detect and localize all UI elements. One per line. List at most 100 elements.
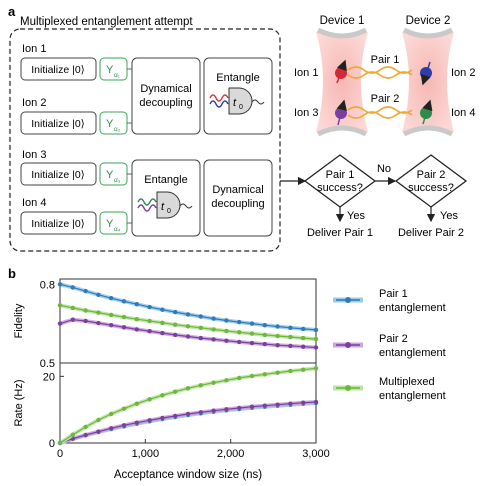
dd-box-bottom (203, 159, 273, 237)
rate-ylabel: Rate (Hz) (13, 379, 25, 426)
fidelity-point-multiplexed-entanglement (313, 336, 319, 342)
rate-point-pair-2-entanglement (237, 405, 242, 411)
fidelity-point-pair-1-entanglement (211, 316, 216, 321)
no-label: No (377, 163, 391, 175)
rate-point-pair-2-entanglement (224, 407, 229, 412)
fidelity-point-pair-1-entanglement (134, 302, 139, 307)
fidelity-point-pair-2-entanglement (121, 325, 127, 330)
fidelity-point-pair-2-entanglement (249, 340, 255, 346)
decision-2-line2: success? (408, 182, 454, 194)
rate-point-multiplexed-entanglement (147, 397, 152, 402)
decision-1-line1: Pair 1 (326, 169, 355, 181)
deliver-pair-1: Deliver Pair 1 (307, 227, 373, 239)
entangle-bottom-label: Entangle (144, 174, 187, 186)
rate-point-multiplexed-entanglement (70, 432, 76, 437)
rate-point-pair-2-entanglement (109, 426, 114, 431)
fidelity-point-pair-2-entanglement (224, 338, 229, 343)
rate-plot: Rate (Hz) 20 00 1,000 2,000 3,000 (13, 362, 330, 460)
fidelity-point-pair-1-entanglement (70, 285, 76, 290)
legend-multiplexed: Multiplexed entanglement (333, 376, 446, 402)
dd-bottom-line1: Dynamical (212, 184, 263, 196)
dd-top-line1: Dynamical (140, 83, 191, 95)
fidelity-point-multiplexed-entanglement (275, 333, 280, 339)
photon-detector-icon (137, 191, 193, 219)
rate-point-multiplexed-entanglement (185, 386, 191, 391)
rate-point-pair-2-entanglement (211, 408, 216, 413)
ion-1-spin (335, 59, 347, 84)
dd-box-top (131, 57, 201, 135)
ion-4-spin (420, 99, 433, 125)
y-gate-label: Y (106, 118, 114, 130)
rate-point-multiplexed-entanglement (109, 411, 114, 417)
rate-point-pair-2-entanglement (198, 410, 203, 415)
rate-point-pair-2-entanglement (83, 432, 88, 438)
fidelity-point-pair-2-entanglement (262, 341, 267, 347)
y-gate-label: Y (106, 169, 114, 181)
fidelity-point-multiplexed-entanglement (121, 314, 127, 320)
fidelity-point-multiplexed-entanglement (198, 325, 203, 330)
fidelity-point-pair-2-entanglement (96, 320, 101, 326)
rate-point-pair-2-entanglement (96, 429, 101, 434)
fidelity-point-multiplexed-entanglement (160, 320, 165, 325)
fidelity-point-multiplexed-entanglement (70, 305, 76, 311)
fidelity-point-multiplexed-entanglement (134, 317, 139, 322)
ion-row-3: Ion 3 Initialize |0⟩ Y α₃ (20, 149, 128, 186)
fidelity-point-multiplexed-entanglement (57, 303, 63, 308)
fidelity-ytick-label: 0.8 (40, 279, 55, 291)
device-1-label: Device 1 (320, 15, 365, 27)
fidelity-point-pair-2-entanglement (198, 335, 203, 341)
fidelity-point-pair-1-entanglement (288, 325, 293, 330)
rate-point-pair-2-entanglement (173, 413, 178, 419)
fidelity-point-pair-1-entanglement (121, 299, 127, 304)
rate-point-multiplexed-entanglement (173, 389, 178, 394)
box-title: Multiplexed entanglement attempt (20, 16, 193, 28)
fidelity-point-multiplexed-entanglement (288, 334, 293, 340)
y-gate-label: Y (106, 64, 114, 76)
rate-point-pair-2-entanglement (249, 404, 255, 409)
y-gate-label: Y (106, 218, 114, 230)
fidelity-point-multiplexed-entanglement (301, 335, 306, 341)
decision-pair-2 (394, 154, 468, 208)
rate-point-pair-2-entanglement (147, 418, 152, 423)
ion-3-spin (335, 99, 347, 126)
rate-point-multiplexed-entanglement (96, 417, 101, 423)
rate-point-multiplexed-entanglement (198, 383, 203, 388)
ion-label: Ion 1 (22, 43, 46, 55)
legend-pair-1: Pair 1 entanglement (333, 288, 446, 314)
fidelity-point-multiplexed-entanglement (147, 318, 152, 324)
y-gate-sub: α₃ (114, 177, 121, 184)
fidelity-point-pair-1-entanglement (173, 309, 178, 315)
dd-top-line2: decoupling (139, 97, 192, 109)
fidelity-point-pair-2-entanglement (211, 337, 216, 342)
legend-label: Pair 1 (379, 288, 408, 300)
rate-point-pair-2-entanglement (121, 423, 127, 428)
fidelity-point-pair-1-entanglement (224, 318, 229, 323)
device-ion-3-label: Ion 3 (294, 107, 318, 119)
rate-point-multiplexed-entanglement (275, 370, 280, 375)
rate-point-multiplexed-entanglement (121, 406, 127, 411)
fidelity-point-pair-1-entanglement (147, 304, 152, 310)
initialize-box (20, 57, 97, 81)
rate-xtick-label: 0 (57, 448, 63, 460)
fidelity-point-multiplexed-entanglement (249, 331, 255, 336)
legend-label: entanglement (379, 390, 446, 402)
yes-label-2: Yes (440, 210, 458, 222)
t0-sub-bottom: 0 (167, 208, 171, 215)
rate-point-multiplexed-entanglement (224, 378, 229, 383)
rate-point-pair-2-entanglement (185, 411, 191, 417)
ion-label: Ion 3 (22, 149, 46, 161)
fidelity-point-pair-2-entanglement (173, 332, 178, 338)
ion-label: Ion 2 (22, 97, 46, 109)
rate-point-multiplexed-entanglement (288, 368, 293, 374)
decision-2-line1: Pair 2 (417, 169, 446, 181)
fidelity-point-pair-1-entanglement (57, 282, 63, 287)
rate-point-multiplexed-entanglement (160, 393, 165, 398)
legend-label: Pair 2 (379, 333, 408, 345)
fidelity-ytick-label: 0.5 (40, 358, 55, 370)
initialize-label: Initialize |0⟩ (31, 169, 85, 181)
fidelity-point-pair-2-entanglement (288, 343, 293, 349)
rate-line-pair-1-entanglement (59, 402, 317, 444)
fidelity-point-pair-2-entanglement (160, 330, 165, 336)
rate-point-multiplexed-entanglement (262, 372, 267, 377)
